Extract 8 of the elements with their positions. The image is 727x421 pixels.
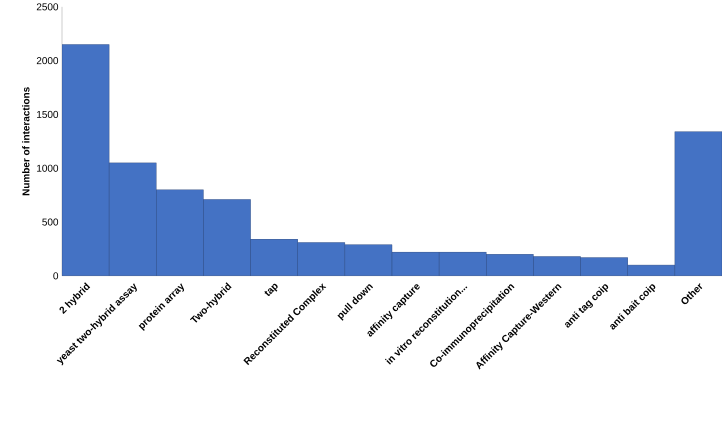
y-tick-label: 2000 xyxy=(36,57,58,64)
x-tick-label: tap xyxy=(264,284,278,296)
y-tick-label: 1000 xyxy=(37,164,58,172)
y-tick-label: 0 xyxy=(53,272,58,280)
y-tick-label: 500 xyxy=(42,218,58,226)
y-axis-title: Number of interactions xyxy=(22,87,30,196)
y-tick-label: 2500 xyxy=(36,3,58,10)
y-tick-label: 1500 xyxy=(37,111,58,118)
